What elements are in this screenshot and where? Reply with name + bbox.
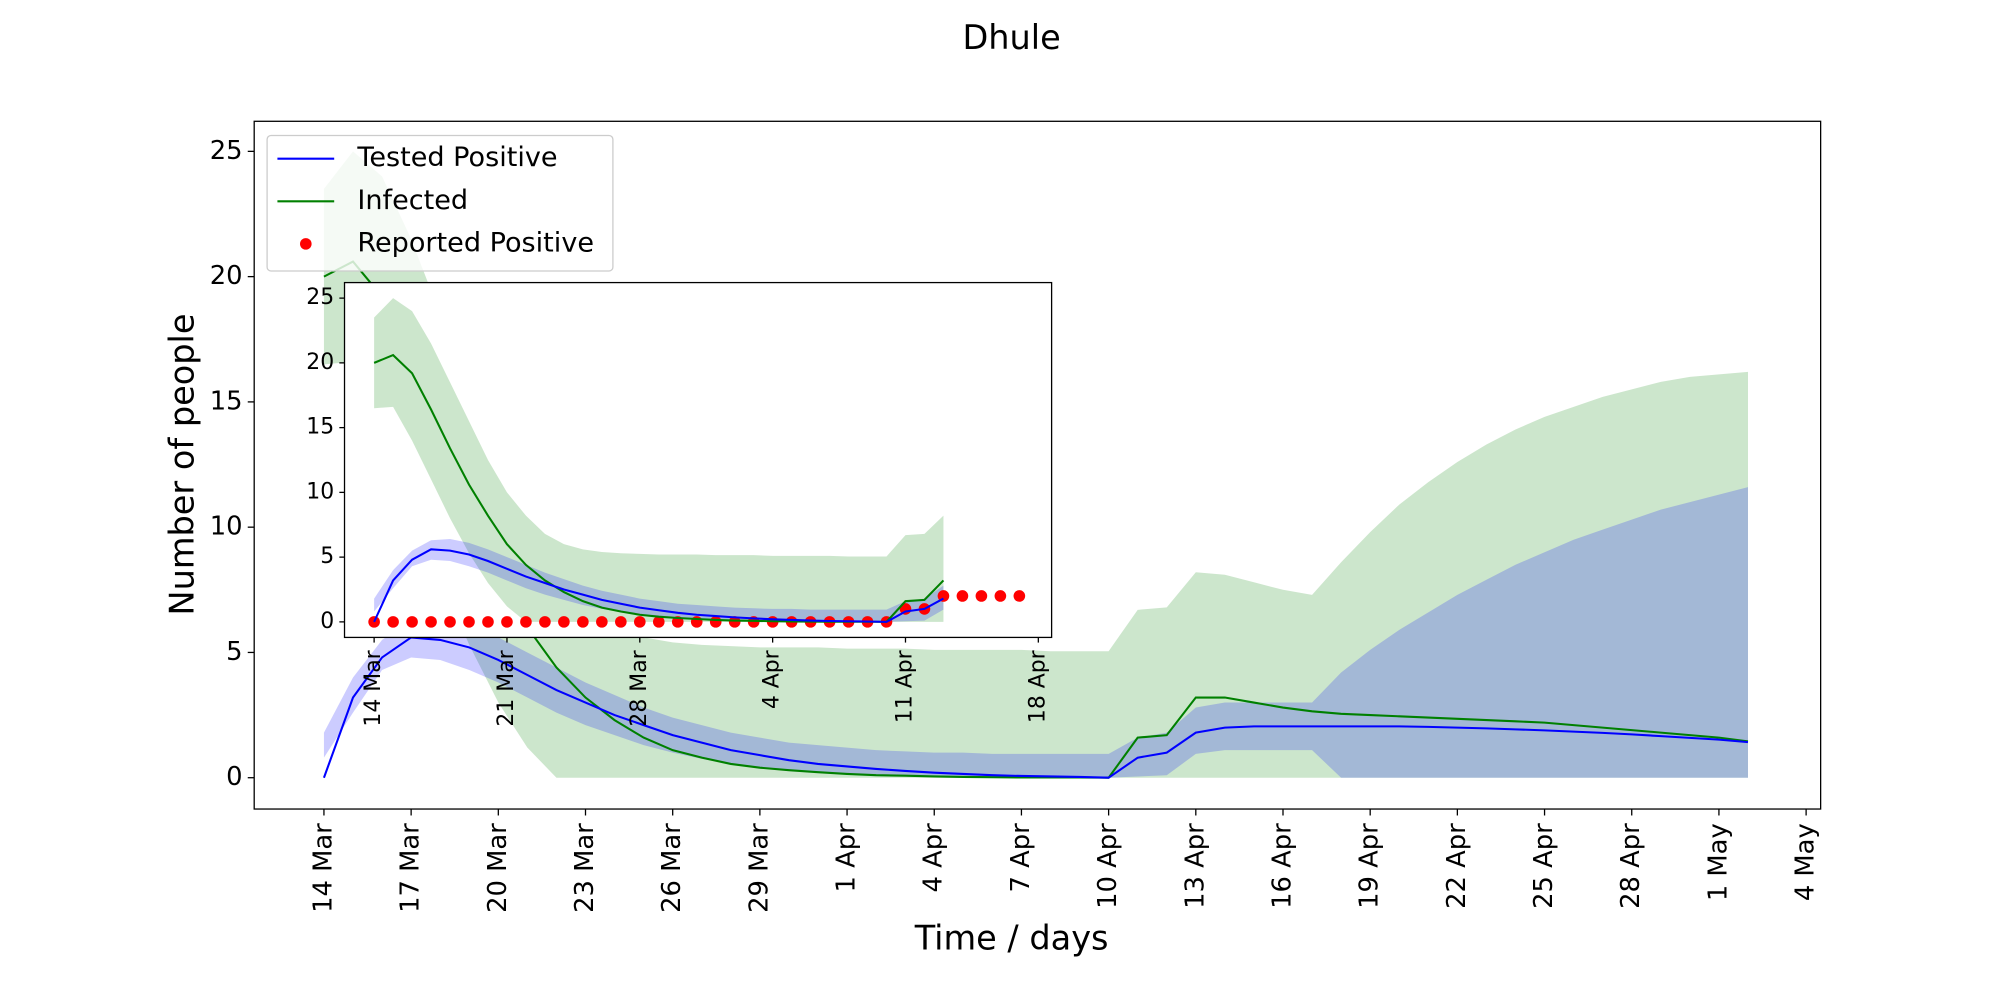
reported-point	[633, 616, 646, 628]
legend-label: Tested Positive	[356, 142, 557, 173]
y-axis-label: Number of people	[163, 314, 202, 616]
y-tick-label: 25	[210, 136, 243, 166]
legend-box	[266, 134, 614, 272]
x-tick-label: 11 Apr	[892, 649, 917, 723]
x-tick-label: 26 Mar	[657, 823, 687, 913]
legend-label: Infected	[357, 185, 468, 216]
y-tick-label: 15	[306, 415, 334, 440]
x-tick-label: 7 Apr	[1006, 823, 1036, 893]
x-tick-label: 28 Mar	[627, 649, 652, 726]
confidence-band	[374, 538, 944, 622]
x-tick-label: 10 Apr	[1093, 823, 1123, 909]
legend-marker	[300, 238, 312, 250]
confidence-band	[323, 487, 1748, 778]
series-line	[373, 548, 944, 623]
series-line	[322, 636, 1749, 779]
chart-title: Dhule	[962, 18, 1060, 57]
x-tick-label: 28 Apr	[1616, 823, 1646, 909]
reported-point	[994, 590, 1007, 602]
y-tick-label: 20	[210, 261, 243, 291]
x-tick-label: 14 Mar	[361, 649, 386, 726]
y-tick-label: 0	[226, 762, 242, 792]
x-tick-label: 4 May	[1791, 823, 1821, 901]
axes-frame	[343, 281, 1053, 639]
reported-point	[520, 616, 532, 628]
reported-point	[615, 616, 627, 628]
y-tick-label: 15	[210, 386, 243, 416]
x-tick-label: 14 Mar	[308, 823, 338, 913]
reported-point	[956, 590, 969, 602]
reported-point	[425, 616, 437, 628]
legend-label: Reported Positive	[357, 227, 594, 258]
x-tick-label: 22 Apr	[1442, 823, 1472, 909]
y-tick-label: 20	[306, 350, 334, 375]
inset-chart: 0 5 10 15 20 25 14 Mar 21 Mar 28 Mar 4 Apr 11 Apr 1…	[306, 281, 1053, 727]
reported-point	[975, 590, 988, 602]
x-tick-label: 4 Apr	[760, 649, 785, 709]
x-tick-label: 13 Apr	[1180, 823, 1210, 909]
reported-point	[444, 616, 456, 628]
reported-point	[596, 616, 608, 628]
reported-point	[501, 616, 513, 628]
reported-point	[652, 616, 665, 628]
x-tick-label: 23 Mar	[570, 823, 600, 913]
y-tick-label: 10	[210, 512, 243, 542]
y-tick-label: 10	[306, 479, 334, 504]
reported-point	[539, 616, 551, 628]
reported-point	[728, 616, 741, 628]
reported-point	[709, 616, 722, 628]
plot-area	[344, 282, 1052, 638]
confidence-band	[374, 298, 944, 622]
x-tick-label: 1 May	[1703, 823, 1733, 901]
axes-frame	[253, 120, 1822, 810]
legend: Tested Positive Infected Reported Positive	[266, 134, 614, 272]
x-tick-label: 1 Apr	[832, 823, 862, 893]
x-tick-label: 4 Apr	[919, 823, 949, 893]
reported-point	[463, 616, 475, 628]
x-tick-label: 20 Mar	[483, 823, 513, 913]
x-tick-label: 16 Apr	[1267, 823, 1297, 909]
x-tick-label: 17 Mar	[396, 823, 426, 913]
reported-point	[406, 616, 418, 628]
x-tick-label: 21 Mar	[494, 649, 519, 726]
series-line	[323, 260, 1749, 779]
reported-point	[387, 616, 399, 628]
y-tick-label: 5	[226, 637, 242, 667]
x-axis-label: Time / days	[914, 919, 1109, 958]
x-tick-label: 18 Apr	[1025, 649, 1050, 723]
reported-point	[558, 616, 570, 628]
reported-point	[937, 590, 950, 602]
confidence-band	[323, 151, 1748, 778]
x-tick-label: 25 Apr	[1529, 823, 1559, 909]
y-tick-label: 25	[306, 285, 334, 310]
reported-point	[577, 616, 589, 628]
x-tick-label: 19 Apr	[1355, 823, 1385, 909]
reported-point	[1013, 590, 1026, 602]
y-tick-label: 5	[320, 544, 334, 569]
reported-point	[482, 616, 494, 628]
y-tick-label: 0	[320, 609, 334, 634]
x-tick-label: 29 Mar	[744, 823, 774, 913]
